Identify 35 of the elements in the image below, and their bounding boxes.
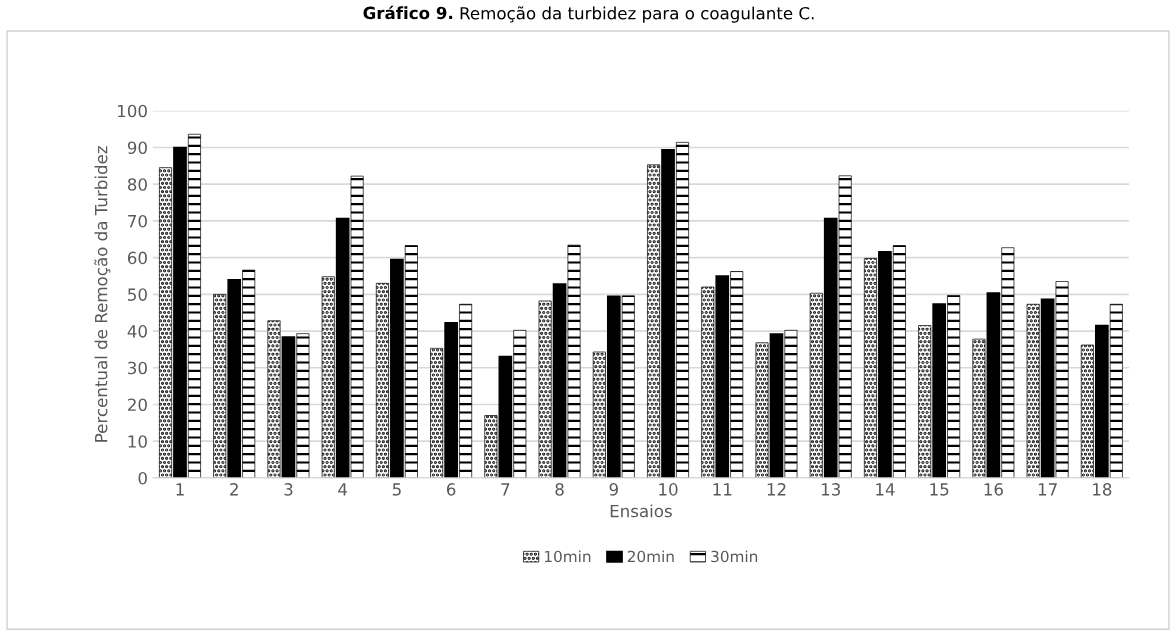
- y-tick-label: 0: [138, 471, 147, 485]
- y-tick-label: 60: [127, 251, 147, 265]
- y-tick-label: 10: [128, 435, 147, 448]
- x-tick-label: 2: [230, 483, 238, 496]
- legend-label: 10min: [545, 550, 591, 563]
- chart-title: Gráfico 9. Remoção da turbidez para o coagulante C.: [363, 5, 814, 23]
- x-tick-label: 7: [501, 483, 510, 496]
- x-tick-label: 9: [609, 483, 618, 496]
- x-tick-label: 10: [659, 483, 678, 496]
- x-tick-label: 18: [1093, 483, 1112, 496]
- legend-label: 30min: [711, 550, 758, 563]
- x-tick-label: 6: [446, 483, 456, 496]
- x-tick-label: 16: [984, 483, 1003, 496]
- x-tick-label: 15: [930, 483, 949, 496]
- x-axis-title: Ensaios: [610, 504, 672, 518]
- y-tick-label: 70: [128, 214, 147, 228]
- y-tick-label: 50: [128, 288, 147, 301]
- x-tick-label: 13: [821, 483, 840, 496]
- x-tick-label: 8: [555, 483, 564, 496]
- x-tick-label: 1: [176, 483, 184, 496]
- y-tick-label: 20: [128, 398, 147, 412]
- y-tick-label: 80: [127, 178, 147, 191]
- x-tick-label: 17: [1038, 483, 1057, 496]
- y-axis-title: Percentual de Remoção da Turbidez: [94, 146, 111, 442]
- legend-label: 20min: [627, 550, 674, 563]
- y-tick-label: 90: [127, 141, 147, 155]
- x-tick-label: 4: [338, 483, 348, 496]
- x-tick-label: 11: [713, 483, 732, 496]
- x-tick-label: 12: [767, 483, 786, 496]
- x-tick-label: 3: [284, 483, 293, 496]
- y-tick-label: 100: [118, 104, 147, 118]
- y-tick-label: 40: [127, 325, 147, 338]
- x-tick-label: 14: [876, 483, 895, 496]
- y-tick-label: 30: [128, 361, 147, 375]
- x-tick-label: 5: [392, 483, 401, 496]
